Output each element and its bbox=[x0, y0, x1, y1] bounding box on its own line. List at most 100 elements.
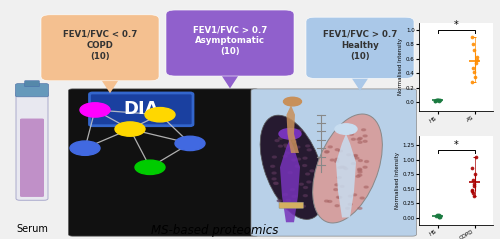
Circle shape bbox=[306, 145, 310, 147]
Circle shape bbox=[358, 174, 362, 176]
Circle shape bbox=[279, 129, 301, 139]
Polygon shape bbox=[286, 105, 299, 153]
Circle shape bbox=[335, 205, 339, 207]
Circle shape bbox=[335, 158, 339, 160]
Circle shape bbox=[302, 205, 306, 207]
Circle shape bbox=[344, 168, 347, 170]
Circle shape bbox=[272, 178, 276, 180]
Circle shape bbox=[80, 103, 110, 117]
Point bbox=[434, 213, 442, 217]
Circle shape bbox=[334, 160, 338, 162]
Circle shape bbox=[338, 196, 342, 198]
Point bbox=[470, 178, 478, 182]
Circle shape bbox=[298, 130, 302, 131]
Point bbox=[468, 190, 476, 193]
Polygon shape bbox=[336, 134, 356, 217]
Circle shape bbox=[358, 168, 362, 170]
Point bbox=[469, 191, 477, 195]
Point bbox=[470, 194, 478, 197]
Point bbox=[436, 98, 444, 102]
Circle shape bbox=[278, 137, 282, 139]
Circle shape bbox=[358, 141, 362, 143]
Circle shape bbox=[272, 156, 276, 158]
Text: Serum: Serum bbox=[16, 224, 48, 234]
Circle shape bbox=[288, 172, 292, 174]
Circle shape bbox=[352, 138, 356, 140]
Circle shape bbox=[335, 124, 357, 134]
Ellipse shape bbox=[312, 114, 382, 223]
Point bbox=[434, 98, 442, 102]
Circle shape bbox=[296, 158, 300, 160]
Point bbox=[470, 184, 478, 188]
Y-axis label: Normalised Intensity: Normalised Intensity bbox=[395, 152, 400, 209]
Circle shape bbox=[328, 146, 332, 148]
Circle shape bbox=[284, 203, 288, 205]
Point bbox=[434, 214, 442, 218]
Text: DIA: DIA bbox=[124, 100, 159, 118]
Circle shape bbox=[354, 155, 358, 157]
FancyBboxPatch shape bbox=[16, 91, 48, 200]
Point bbox=[433, 98, 441, 101]
Circle shape bbox=[340, 185, 344, 187]
Text: *: * bbox=[454, 20, 458, 30]
Circle shape bbox=[324, 151, 328, 153]
Point bbox=[468, 188, 476, 192]
Circle shape bbox=[286, 152, 290, 154]
Circle shape bbox=[330, 159, 334, 161]
Point bbox=[468, 80, 476, 84]
Point bbox=[468, 35, 476, 39]
FancyBboxPatch shape bbox=[16, 84, 48, 97]
Circle shape bbox=[348, 203, 352, 205]
Circle shape bbox=[283, 155, 287, 157]
FancyBboxPatch shape bbox=[24, 81, 40, 87]
Polygon shape bbox=[98, 74, 122, 93]
Text: ▮: ▮ bbox=[284, 159, 296, 179]
Circle shape bbox=[334, 189, 338, 190]
Circle shape bbox=[286, 199, 290, 201]
Circle shape bbox=[328, 201, 332, 202]
Text: FEV1/FVC > 0.7
Healthy
(10): FEV1/FVC > 0.7 Healthy (10) bbox=[323, 30, 397, 61]
Point bbox=[468, 166, 476, 170]
Point bbox=[436, 214, 444, 218]
Circle shape bbox=[284, 194, 288, 196]
Point bbox=[432, 214, 440, 218]
Text: FEV1/FVC < 0.7
COPD
(10): FEV1/FVC < 0.7 COPD (10) bbox=[63, 30, 137, 61]
Point bbox=[470, 66, 478, 70]
Circle shape bbox=[335, 184, 339, 186]
Circle shape bbox=[352, 194, 356, 196]
FancyBboxPatch shape bbox=[166, 10, 294, 76]
Point bbox=[472, 59, 480, 62]
Circle shape bbox=[358, 169, 362, 171]
Circle shape bbox=[360, 197, 364, 199]
Circle shape bbox=[145, 108, 175, 122]
Circle shape bbox=[338, 167, 342, 168]
Circle shape bbox=[274, 182, 278, 184]
Circle shape bbox=[348, 195, 352, 197]
Circle shape bbox=[303, 157, 307, 159]
Circle shape bbox=[342, 166, 346, 168]
Circle shape bbox=[278, 145, 282, 147]
Circle shape bbox=[346, 154, 350, 156]
FancyBboxPatch shape bbox=[306, 17, 414, 78]
Circle shape bbox=[363, 140, 367, 142]
Circle shape bbox=[353, 155, 357, 157]
Circle shape bbox=[306, 173, 310, 175]
Point bbox=[434, 214, 442, 218]
Circle shape bbox=[324, 200, 328, 202]
Point bbox=[435, 98, 443, 102]
Circle shape bbox=[115, 122, 145, 136]
Circle shape bbox=[358, 207, 362, 209]
Circle shape bbox=[292, 140, 296, 142]
Circle shape bbox=[307, 181, 311, 183]
Circle shape bbox=[338, 150, 342, 152]
Y-axis label: Normalised Intensity: Normalised Intensity bbox=[398, 38, 404, 95]
Polygon shape bbox=[280, 139, 300, 222]
Circle shape bbox=[272, 172, 276, 174]
Circle shape bbox=[336, 196, 340, 198]
Circle shape bbox=[338, 177, 342, 179]
Circle shape bbox=[363, 166, 367, 168]
Circle shape bbox=[350, 133, 354, 135]
Circle shape bbox=[275, 140, 279, 141]
Point bbox=[472, 155, 480, 158]
Circle shape bbox=[325, 151, 329, 153]
